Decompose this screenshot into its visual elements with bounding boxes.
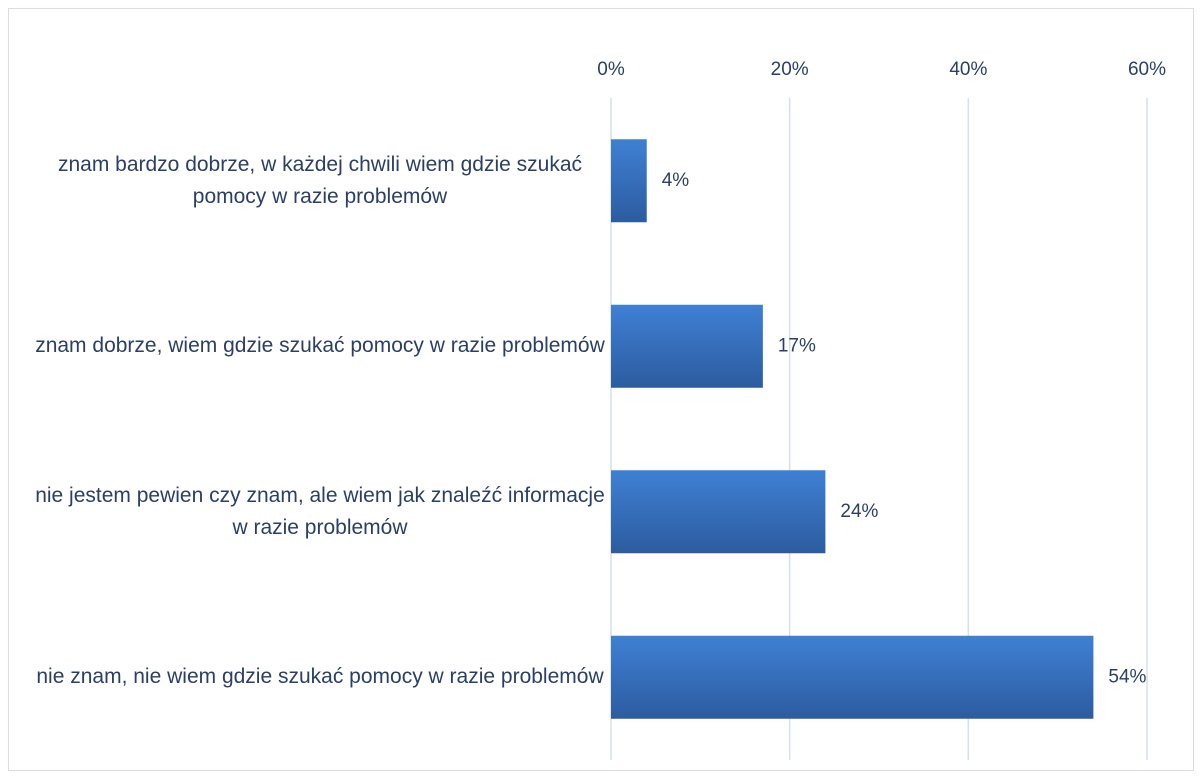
value-label: 24% xyxy=(840,501,878,522)
bar xyxy=(611,139,647,223)
value-label: 4% xyxy=(662,170,690,191)
x-tick-label: 20% xyxy=(771,59,809,80)
category-label: nie znam, nie wiem gdzie szukać pomocy w… xyxy=(36,665,604,689)
x-tick-label: 60% xyxy=(1128,59,1166,80)
value-label: 17% xyxy=(778,335,816,356)
x-tick-label: 0% xyxy=(597,59,625,80)
category-label: znam dobrze, wiem gdzie szukać pomocy w … xyxy=(35,334,605,358)
value-label: 54% xyxy=(1108,666,1146,687)
category-label: znam bardzo dobrze, w każdej chwili wiem… xyxy=(57,152,583,208)
bar xyxy=(611,635,1094,719)
x-tick-label: 40% xyxy=(949,59,987,80)
category-label: nie jestem pewien czy znam, ale wiem jak… xyxy=(35,483,605,539)
bar xyxy=(611,470,826,554)
bar xyxy=(611,304,763,388)
frame xyxy=(8,8,1194,771)
